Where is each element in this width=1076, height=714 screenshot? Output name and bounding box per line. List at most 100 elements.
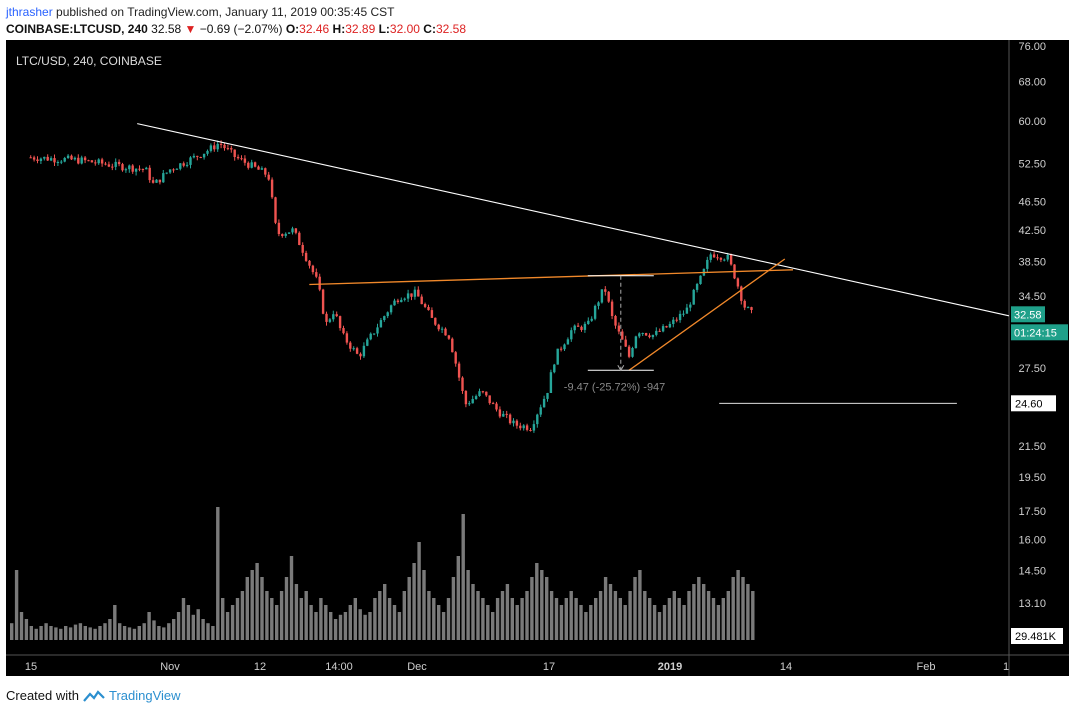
volume-bar [270,598,274,640]
candle-body [104,163,107,165]
volume-bar [397,612,402,640]
candle-body [260,168,264,170]
candle-body [359,353,362,357]
volume-bar [638,570,642,640]
candle-body [158,179,162,183]
candle-body [536,414,539,425]
candle-body [434,317,437,325]
x-tick-label: Nov [160,661,180,673]
volume-bar [461,514,465,640]
volume-bar [697,577,701,640]
x-tick-label: 1 [1003,661,1009,673]
candle-body [485,391,488,396]
volume-bar [702,584,706,640]
candle-body [716,257,719,259]
candle-body [563,344,566,350]
candle-body [90,160,94,163]
candle-body [94,162,97,164]
volume-bar [284,577,289,640]
measure-arrow-icon [617,365,625,372]
candle-body [648,335,651,338]
volume-bar [24,619,29,640]
candle-body [124,169,128,171]
candle-body [369,333,372,340]
volume-bar [363,614,367,640]
volume-bar [368,612,372,640]
candle-body [682,313,685,315]
candle-body [587,320,590,324]
volume-bar [78,623,83,640]
volume-bar [549,591,554,640]
volume-bar [530,577,534,640]
close-value: 32.58 [435,22,466,36]
volume-bar [520,598,524,640]
volume-bar [230,605,235,640]
author-link[interactable]: jthrasher [6,5,53,19]
candle-body [138,168,141,170]
candle-body [515,420,519,426]
volume-bar [662,605,667,640]
volume-bar [559,605,564,640]
volume-bar [132,628,137,640]
candle-body [668,324,672,328]
volume-bar [93,628,97,640]
candle-body [29,157,32,159]
y-tick-label: 68.00 [1018,76,1046,88]
candle-body [573,325,576,331]
candle-body [661,326,665,332]
candle-body [454,352,457,364]
y-tick-label: 16.00 [1018,535,1046,547]
volume-bar [608,584,613,640]
volume-bar [594,598,598,640]
low-value: 32.00 [389,22,420,36]
candle-body [417,289,420,297]
candle-body [444,328,447,336]
candle-body [597,302,600,306]
candle-body [451,338,454,353]
y-tick-label: 19.50 [1018,472,1046,484]
volume-bar [309,605,313,640]
candle-body [736,278,740,287]
candle-body [291,228,294,233]
tradingview-logo-icon [83,689,105,702]
candle-body [250,162,253,168]
candle-body [665,326,668,328]
footer: Created with TradingView [6,688,181,703]
volume-bar [682,605,686,640]
countdown-label: 01:24:15 [1014,327,1057,339]
volume-bar [613,591,618,640]
volume-bar [751,591,755,640]
candle-body [46,156,49,161]
publish-header: jthrasher published on TradingView.com, … [6,4,394,21]
y-tick-label: 52.50 [1018,158,1046,170]
volume-bar [643,591,647,640]
ticker-change: −0.69 (−2.07%) [199,22,283,36]
candle-body [284,233,287,236]
volume-bar [633,577,637,640]
candle-body [590,318,593,321]
tradingview-brand[interactable]: TradingView [108,688,181,703]
volume-bar [716,605,721,640]
candle-body [100,159,104,164]
candle-body [519,425,522,429]
chart-panel[interactable]: 76.00 68.00 60.00 52.50 46.50 42.50 38.50 34.50… [6,40,1069,676]
candle-body [179,163,182,169]
volume-bar [44,623,48,640]
candle-body [49,158,53,161]
volume-bar [294,584,299,640]
volume-bar [441,612,446,640]
candle-body [294,228,298,233]
measure-annotation: -9.47 (-25.72%) -947 [564,381,666,393]
high-label: H: [332,22,346,36]
volume-bar [746,584,750,640]
volume-bar [667,598,672,640]
volume-bar [64,626,68,640]
y-tick-label: 13.10 [1018,598,1046,610]
volume-bar [672,591,676,640]
candle-body [743,300,746,308]
chart-svg[interactable]: 76.00 68.00 60.00 52.50 46.50 42.50 38.50 34.50… [6,40,1069,676]
candle-body [440,328,444,330]
volume-bar [329,612,333,640]
volume-bar [486,605,490,640]
candle-body [318,276,321,290]
